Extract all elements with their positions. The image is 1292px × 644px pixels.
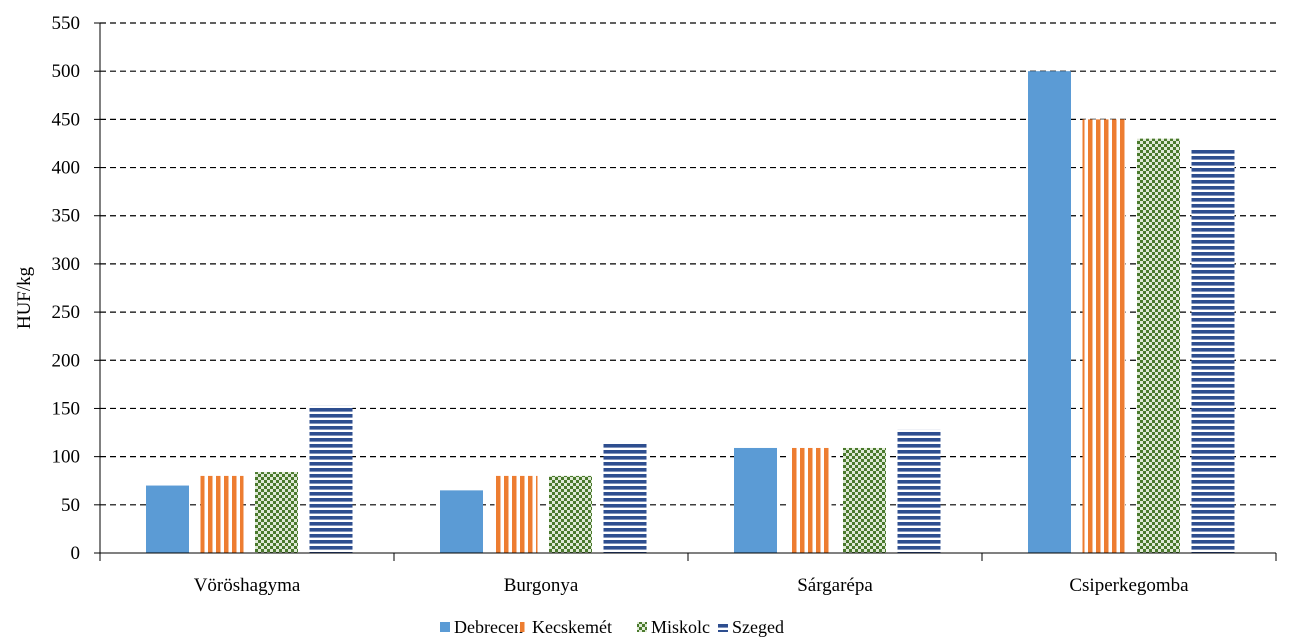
y-tick-label: 350 [52, 206, 81, 227]
bar-szeged-3 [1191, 148, 1235, 554]
x-tick-label: Sárgarépa [797, 575, 873, 596]
legend: Debrecen Kecskemét Miskolc Szeged [440, 617, 784, 637]
bar-miskolc-1 [549, 475, 592, 553]
bar-kecskemét-2 [788, 447, 832, 553]
y-tick-label: 0 [71, 543, 81, 564]
y-tick-label: 400 [52, 158, 81, 179]
y-tick-label: 50 [61, 495, 80, 516]
y-tick-label: 300 [52, 254, 81, 275]
x-tick-label: Burgonya [504, 575, 579, 596]
y-tick-label: 550 [52, 13, 81, 34]
bar-debrecen-3 [1028, 71, 1071, 553]
bar-kecskemét-3 [1082, 119, 1126, 553]
y-tick-label: 500 [52, 61, 81, 82]
bar-miskolc-0 [255, 472, 298, 553]
y-tick-label: 100 [52, 447, 81, 468]
bars [146, 71, 1235, 554]
bar-debrecen-0 [146, 485, 189, 553]
bar-debrecen-2 [734, 447, 777, 553]
x-tick-label: Vöröshagyma [194, 575, 301, 596]
bar-szeged-0 [309, 405, 353, 553]
legend-label: Szeged [732, 617, 784, 637]
tick-labels: 0 50 100 150 200 250 300 350 400 450 500 550 Vörösha… [52, 13, 1190, 596]
bar-kecskemét-1 [494, 475, 538, 553]
legend-label: Miskolc [651, 617, 710, 637]
legend-swatch [518, 622, 528, 632]
legend-swatch [718, 622, 728, 632]
legend-label: Kecskemét [532, 617, 612, 637]
legend-swatch [637, 622, 647, 632]
y-tick-label: 200 [52, 350, 81, 371]
y-axis-title: HUF/kg [14, 266, 35, 329]
bar-miskolc-2 [843, 447, 886, 553]
bar-kecskemét-0 [200, 475, 244, 553]
gridlines [100, 22, 1276, 506]
legend-swatch [440, 622, 450, 632]
axes [94, 22, 1277, 561]
bar-debrecen-1 [440, 490, 483, 553]
y-tick-label: 150 [52, 398, 81, 419]
bar-szeged-1 [603, 442, 647, 553]
y-tick-label: 250 [52, 302, 81, 323]
bar-szeged-2 [897, 429, 941, 553]
bar-miskolc-3 [1137, 138, 1180, 554]
x-tick-label: Csiperkegomba [1069, 575, 1189, 596]
legend-label: Debrecen [454, 617, 523, 637]
y-tick-label: 450 [52, 109, 81, 130]
